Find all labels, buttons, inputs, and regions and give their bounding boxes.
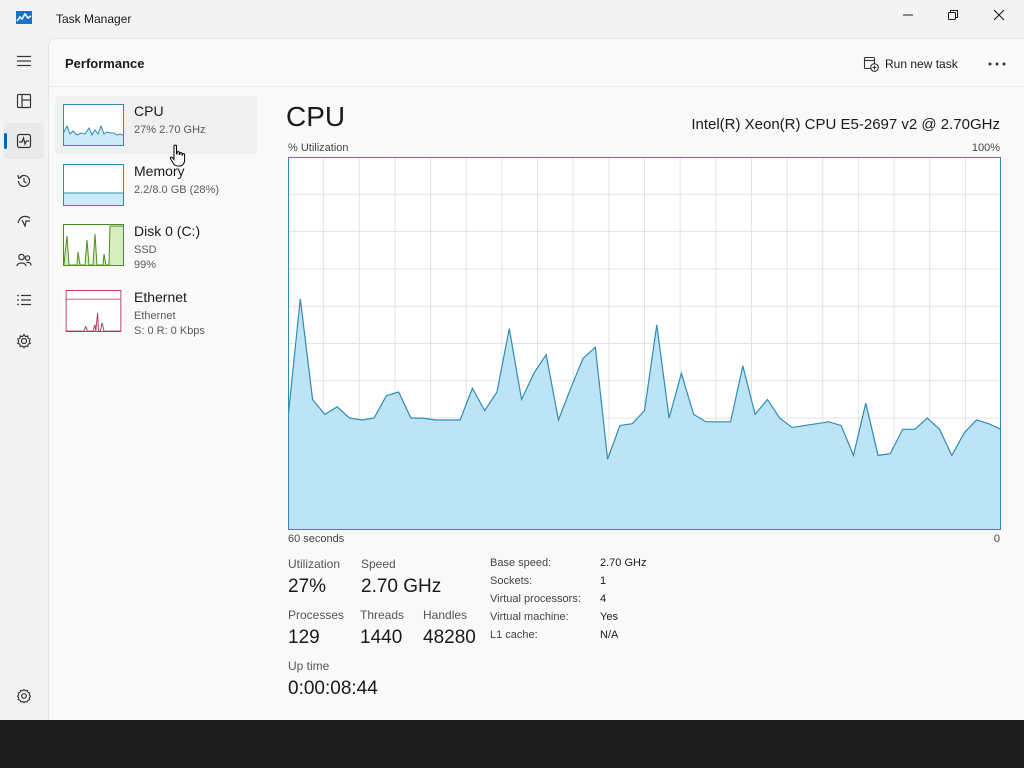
virtual-machine-value: Yes xyxy=(600,611,618,623)
details-icon xyxy=(17,294,31,306)
page-title: Performance xyxy=(65,56,145,71)
sidebar-cpu-detail: 27% 2.70 GHz xyxy=(134,124,206,136)
processes-icon xyxy=(16,93,32,109)
virtual-machine-label: Virtual machine: xyxy=(490,611,569,623)
sidebar-memory-detail: 2.2/8.0 GB (28%) xyxy=(134,184,219,196)
more-options-icon xyxy=(988,62,1006,66)
page-header: Performance Run new task xyxy=(49,39,1024,87)
sidebar-ethernet-type: Ethernet xyxy=(134,310,176,322)
utilization-value: 27% xyxy=(288,576,327,597)
restore-icon xyxy=(948,10,958,20)
performance-page: Performance Run new task xyxy=(48,38,1024,720)
close-button[interactable] xyxy=(976,0,1022,30)
minimize-button[interactable] xyxy=(885,0,931,30)
graph-ymax-label: 100% xyxy=(971,142,1000,154)
virtual-processors-label: Virtual processors: xyxy=(490,593,581,605)
nav-startup-apps[interactable] xyxy=(4,202,44,238)
disk-thumbnail-graph xyxy=(63,224,124,266)
utilization-label: Utilization xyxy=(288,557,341,571)
sidebar-item-ethernet[interactable]: Ethernet Ethernet S: 0 R: 0 Kbps xyxy=(55,282,257,340)
nav-details[interactable] xyxy=(4,282,44,318)
speed-value: 2.70 GHz xyxy=(361,576,442,597)
sidebar-item-memory[interactable]: Memory 2.2/8.0 GB (28%) xyxy=(55,156,257,214)
nav-processes[interactable] xyxy=(4,83,44,119)
window-title: Task Manager xyxy=(56,12,132,26)
settings-icon xyxy=(16,688,32,704)
hand-pointer-cursor-icon xyxy=(169,144,186,167)
hamburger-menu-icon xyxy=(17,55,31,67)
sidebar-ethernet-throughput: S: 0 R: 0 Kbps xyxy=(134,325,205,337)
users-icon xyxy=(16,253,32,267)
run-new-task-button[interactable]: Run new task xyxy=(863,53,958,75)
nav-app-history[interactable] xyxy=(4,163,44,199)
sidebar-ethernet-name: Ethernet xyxy=(134,289,187,305)
task-manager-window: Task Manager xyxy=(0,0,1024,720)
minimize-icon xyxy=(903,14,913,16)
sidebar-item-disk[interactable]: Disk 0 (C:) SSD 99% xyxy=(55,216,257,274)
run-new-task-icon xyxy=(863,56,879,72)
uptime-value: 0:00:08:44 xyxy=(288,678,378,699)
graph-ylabel: % Utilization xyxy=(288,142,349,154)
nav-settings[interactable] xyxy=(4,678,44,714)
nav-performance[interactable] xyxy=(4,123,44,159)
sidebar-disk-name: Disk 0 (C:) xyxy=(134,223,201,239)
services-icon xyxy=(16,333,32,349)
app-history-icon xyxy=(17,174,31,188)
performance-icon xyxy=(16,133,32,149)
sidebar-disk-type: SSD xyxy=(134,244,157,256)
nav-users[interactable] xyxy=(4,242,44,278)
cpu-thumbnail-graph xyxy=(63,104,124,146)
memory-thumbnail-graph xyxy=(63,164,124,206)
graph-xmin-label: 0 xyxy=(993,533,1000,545)
sockets-label: Sockets: xyxy=(490,575,533,587)
speed-label: Speed xyxy=(361,557,396,571)
base-speed-label: Base speed: xyxy=(490,557,552,569)
task-manager-app-icon xyxy=(16,11,32,24)
ethernet-thumbnail-graph xyxy=(63,290,124,332)
more-options-button[interactable] xyxy=(985,53,1009,75)
title-bar: Task Manager xyxy=(0,0,1024,38)
close-icon xyxy=(993,9,1005,21)
cpu-model-name: Intel(R) Xeon(R) CPU E5-2697 v2 @ 2.70GH… xyxy=(691,116,1000,133)
hamburger-menu-button[interactable] xyxy=(4,43,44,79)
taskbar xyxy=(0,720,1024,768)
sidebar-item-cpu[interactable]: CPU 27% 2.70 GHz xyxy=(55,96,257,154)
graph-xlabel: 60 seconds xyxy=(288,533,345,545)
cpu-heading: CPU xyxy=(286,101,346,132)
uptime-label: Up time xyxy=(288,659,330,673)
processes-label: Processes xyxy=(288,608,345,622)
threads-value: 1440 xyxy=(360,627,403,648)
handles-value: 48280 xyxy=(423,627,476,648)
handles-label: Handles xyxy=(423,608,468,622)
cpu-utilization-area xyxy=(288,298,1001,530)
graph-border xyxy=(288,157,1001,530)
run-new-task-label: Run new task xyxy=(885,57,958,71)
cpu-utilization-graph xyxy=(288,157,1001,530)
virtual-processors-value: 4 xyxy=(600,593,607,605)
base-speed-value: 2.70 GHz xyxy=(600,557,647,569)
threads-label: Threads xyxy=(360,608,405,622)
processes-value: 129 xyxy=(288,627,320,648)
sidebar-cpu-name: CPU xyxy=(134,103,164,119)
sidebar-memory-name: Memory xyxy=(134,163,185,179)
l1-cache-value: N/A xyxy=(600,629,619,641)
sockets-value: 1 xyxy=(600,575,607,587)
sidebar-disk-usage: 99% xyxy=(134,259,157,271)
startup-apps-icon xyxy=(17,215,31,228)
restore-button[interactable] xyxy=(930,0,976,30)
l1-cache-label: L1 cache: xyxy=(490,629,538,641)
nav-services[interactable] xyxy=(4,323,44,359)
